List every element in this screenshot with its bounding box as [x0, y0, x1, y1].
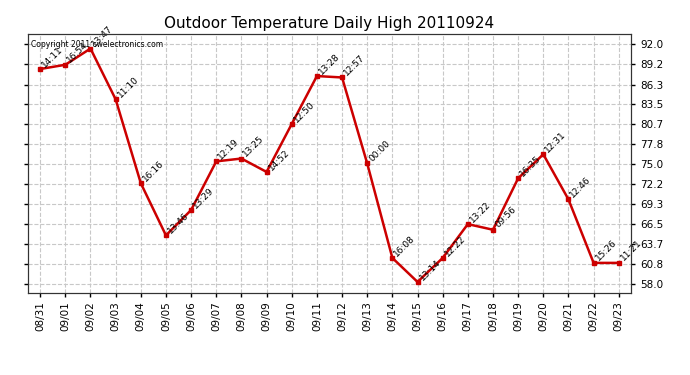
Text: 16:35: 16:35: [518, 154, 543, 178]
Text: 14:52: 14:52: [266, 147, 291, 172]
Text: 16:16: 16:16: [141, 159, 166, 183]
Text: 13:47: 13:47: [90, 24, 115, 48]
Text: 12:31: 12:31: [543, 130, 568, 154]
Text: 13:46: 13:46: [166, 211, 190, 236]
Text: 09:56: 09:56: [493, 205, 518, 230]
Text: 13:28: 13:28: [317, 51, 342, 76]
Text: 00:00: 00:00: [367, 139, 392, 164]
Text: 12:19: 12:19: [216, 137, 241, 161]
Text: 13:22: 13:22: [468, 200, 493, 224]
Title: Outdoor Temperature Daily High 20110924: Outdoor Temperature Daily High 20110924: [164, 16, 495, 31]
Text: 12:46: 12:46: [569, 175, 593, 200]
Text: 13:25: 13:25: [241, 134, 266, 159]
Text: 15:26: 15:26: [593, 238, 618, 263]
Text: 12:22: 12:22: [443, 234, 467, 258]
Text: 16:54: 16:54: [66, 40, 90, 65]
Text: 11:21: 11:21: [619, 238, 643, 263]
Text: 13:14: 13:14: [417, 257, 442, 282]
Text: 16:08: 16:08: [393, 233, 417, 258]
Text: 12:57: 12:57: [342, 53, 366, 78]
Text: Copyright 2011 cwelectronics.com: Copyright 2011 cwelectronics.com: [30, 40, 163, 49]
Text: 11:10: 11:10: [116, 75, 140, 99]
Text: 12:50: 12:50: [292, 99, 316, 124]
Text: 13:29: 13:29: [191, 186, 216, 210]
Text: 14:11: 14:11: [40, 44, 65, 69]
